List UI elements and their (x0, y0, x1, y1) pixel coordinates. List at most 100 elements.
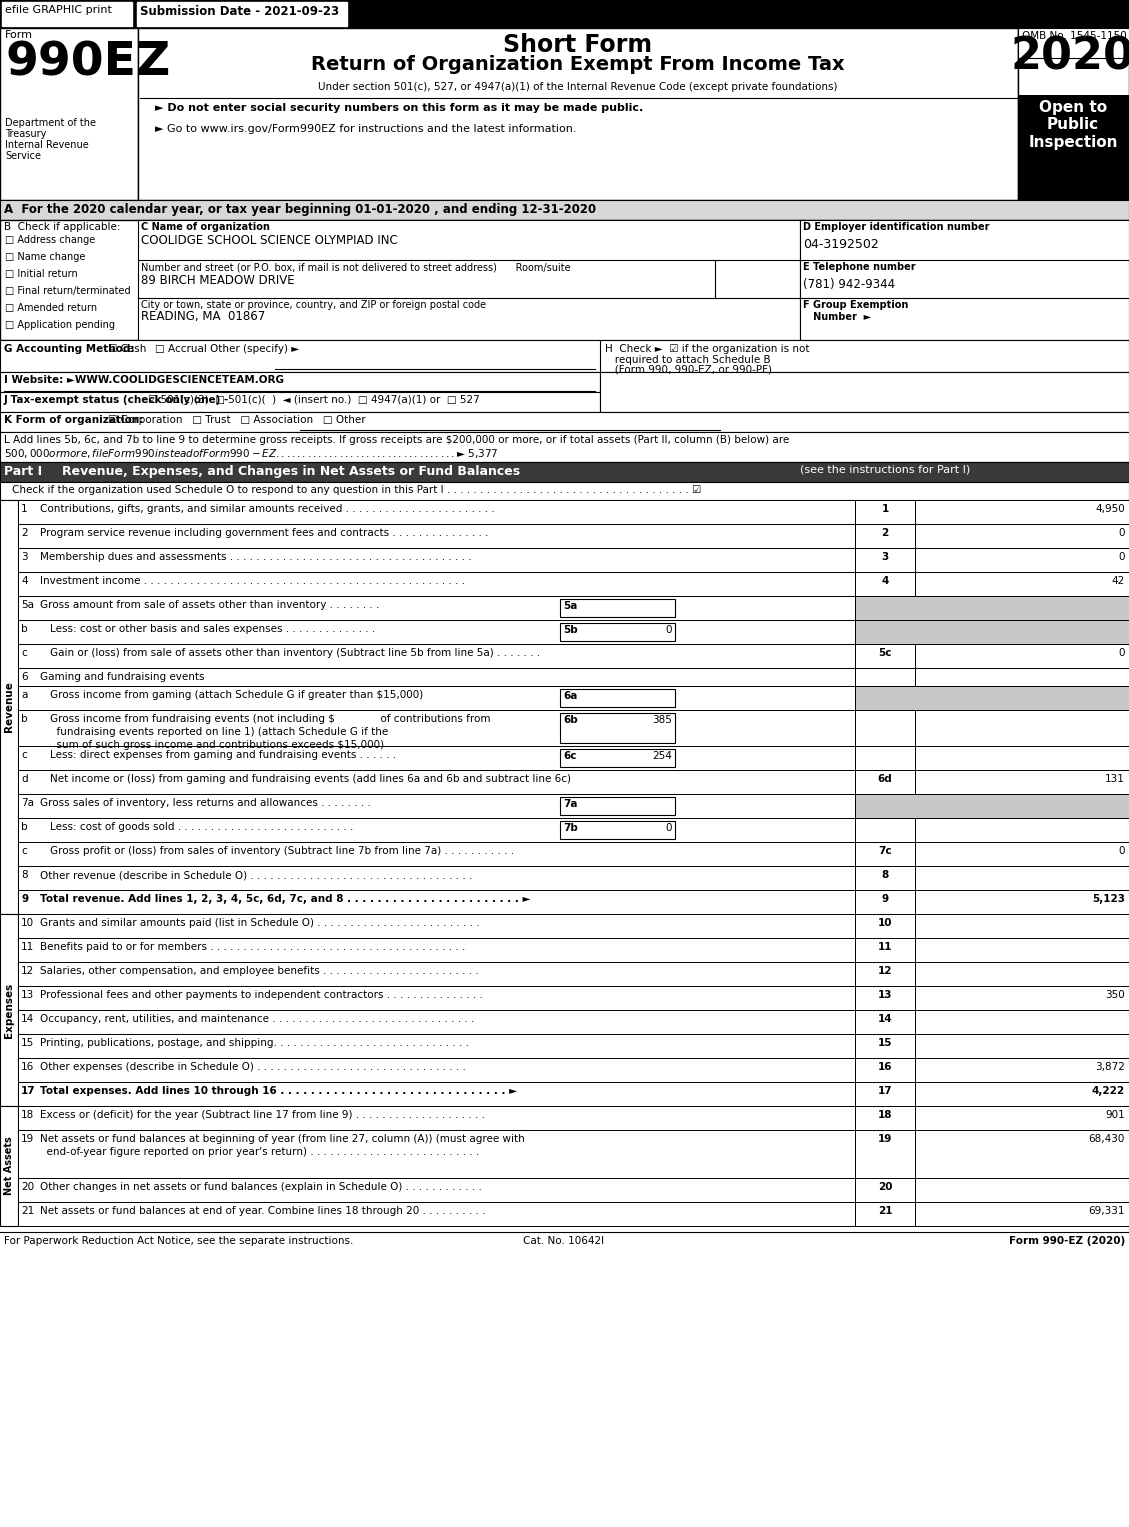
Text: Gross income from gaming (attach Schedule G if greater than $15,000): Gross income from gaming (attach Schedul… (50, 690, 423, 699)
Text: Investment income . . . . . . . . . . . . . . . . . . . . . . . . . . . . . . . : Investment income . . . . . . . . . . . … (40, 576, 465, 586)
Bar (0, 1106, 18, 1226)
Text: Open to
Public
Inspection: Open to Public Inspection (1029, 99, 1118, 150)
Bar (914, 890, 1129, 915)
Bar (914, 1202, 1129, 1226)
Text: G Accounting Method:: G Accounting Method: (5, 344, 134, 354)
Text: 0: 0 (1119, 551, 1124, 562)
Text: Net assets or fund balances at end of year. Combine lines 18 through 20 . . . . : Net assets or fund balances at end of ye… (40, 1206, 485, 1215)
Text: 89 BIRCH MEADOW DRIVE: 89 BIRCH MEADOW DRIVE (141, 273, 295, 287)
Bar (0, 27, 138, 200)
Text: Number and street (or P.O. box, if mail is not delivered to street address)     : Number and street (or P.O. box, if mail … (141, 263, 570, 272)
Text: required to attach Schedule B: required to attach Schedule B (605, 354, 771, 365)
Text: Total revenue. Add lines 1, 2, 3, 4, 5c, 6d, 7c, and 8 . . . . . . . . . . . . .: Total revenue. Add lines 1, 2, 3, 4, 5c,… (40, 893, 531, 904)
Text: 0: 0 (665, 625, 672, 635)
Text: 19: 19 (21, 1135, 34, 1144)
Bar (560, 623, 675, 641)
Bar (18, 1177, 855, 1202)
Text: 14: 14 (877, 1014, 892, 1025)
Text: Gross amount from sale of assets other than inventory . . . . . . . .: Gross amount from sale of assets other t… (40, 600, 379, 609)
Bar (0, 463, 1129, 483)
Bar (914, 770, 1129, 794)
Text: Under section 501(c), 527, or 4947(a)(1) of the Internal Revenue Code (except pr: Under section 501(c), 527, or 4947(a)(1)… (318, 82, 838, 92)
Text: □ Final return/terminated: □ Final return/terminated (5, 286, 131, 296)
Bar (855, 686, 1129, 710)
Text: C Name of organization: C Name of organization (141, 221, 270, 232)
Text: 3: 3 (882, 551, 889, 562)
Text: b: b (21, 715, 27, 724)
Text: Form: Form (5, 31, 33, 40)
Bar (0, 341, 1129, 373)
Text: ☑ Cash: ☑ Cash (108, 344, 147, 354)
Bar (560, 822, 675, 838)
Text: Department of the: Department of the (5, 118, 96, 128)
Text: a: a (21, 690, 27, 699)
Text: 69,331: 69,331 (1088, 1206, 1124, 1215)
Bar (855, 548, 914, 573)
Text: 17: 17 (21, 1086, 36, 1096)
Text: Other (specify) ►: Other (specify) ► (210, 344, 299, 354)
Bar (18, 1058, 855, 1083)
Text: 2: 2 (21, 528, 27, 538)
Bar (18, 841, 855, 866)
Text: Other expenses (describe in Schedule O) . . . . . . . . . . . . . . . . . . . . : Other expenses (describe in Schedule O) … (40, 1061, 466, 1072)
Bar (560, 689, 675, 707)
Text: □ Accrual: □ Accrual (155, 344, 207, 354)
Text: 7c: 7c (878, 846, 892, 857)
Bar (18, 548, 855, 573)
Text: 14: 14 (21, 1014, 34, 1025)
Text: 0: 0 (1119, 528, 1124, 538)
Text: 9: 9 (21, 893, 28, 904)
Text: $500,000 or more, file Form 990 instead of Form 990-EZ . . . . . . . . . . . . .: $500,000 or more, file Form 990 instead … (5, 447, 498, 460)
Text: E Telephone number: E Telephone number (803, 263, 916, 272)
Text: 0: 0 (665, 823, 672, 834)
Bar (560, 713, 675, 744)
Bar (914, 667, 1129, 686)
Bar (914, 1034, 1129, 1058)
Text: Gross income from fundraising events (not including $              of contributi: Gross income from fundraising events (no… (50, 715, 490, 724)
Text: 18: 18 (877, 1110, 892, 1119)
Bar (1018, 27, 1129, 200)
Text: b: b (21, 822, 27, 832)
Text: 12: 12 (21, 967, 34, 976)
Text: For Paperwork Reduction Act Notice, see the separate instructions.: For Paperwork Reduction Act Notice, see … (5, 1235, 353, 1246)
Text: 7b: 7b (563, 823, 578, 834)
Text: fundraising events reported on line 1) (attach Schedule G if the: fundraising events reported on line 1) (… (50, 727, 388, 738)
Text: □ Address change: □ Address change (5, 235, 95, 244)
Text: 385: 385 (653, 715, 672, 725)
Bar (18, 1009, 855, 1034)
Bar (18, 747, 855, 770)
Text: 5c: 5c (878, 647, 892, 658)
Bar (855, 1083, 914, 1106)
Bar (914, 1083, 1129, 1106)
Text: 4: 4 (882, 576, 889, 586)
Bar (855, 524, 914, 548)
Text: 68,430: 68,430 (1088, 1135, 1124, 1144)
Text: 4,950: 4,950 (1095, 504, 1124, 515)
Bar (914, 1058, 1129, 1083)
Bar (18, 1034, 855, 1058)
Text: 4: 4 (21, 576, 27, 586)
Text: 9: 9 (882, 893, 889, 904)
Text: □ Name change: □ Name change (5, 252, 86, 263)
Bar (855, 573, 914, 596)
Text: Part I: Part I (5, 466, 42, 478)
Text: 5b: 5b (563, 625, 578, 635)
Bar (855, 1034, 914, 1058)
Bar (914, 644, 1129, 667)
Text: (781) 942-9344: (781) 942-9344 (803, 278, 895, 292)
Text: Net assets or fund balances at beginning of year (from line 27, column (A)) (mus: Net assets or fund balances at beginning… (40, 1135, 525, 1144)
Text: 11: 11 (21, 942, 34, 951)
Text: Less: cost of goods sold . . . . . . . . . . . . . . . . . . . . . . . . . . .: Less: cost of goods sold . . . . . . . .… (50, 822, 353, 832)
Text: 6b: 6b (563, 715, 578, 725)
Text: 20: 20 (21, 1182, 34, 1193)
Bar (855, 890, 914, 915)
Bar (914, 1106, 1129, 1130)
Text: 7a: 7a (21, 799, 34, 808)
Text: I Website: ►WWW.COOLIDGESCIENCETEAM.ORG: I Website: ►WWW.COOLIDGESCIENCETEAM.ORG (5, 376, 285, 385)
Bar (855, 818, 914, 841)
Bar (914, 938, 1129, 962)
Text: COOLIDGE SCHOOL SCIENCE OLYMPIAD INC: COOLIDGE SCHOOL SCIENCE OLYMPIAD INC (141, 234, 397, 247)
Bar (18, 620, 855, 644)
Bar (18, 524, 855, 548)
Text: ► Do not enter social security numbers on this form as it may be made public.: ► Do not enter social security numbers o… (155, 102, 644, 113)
